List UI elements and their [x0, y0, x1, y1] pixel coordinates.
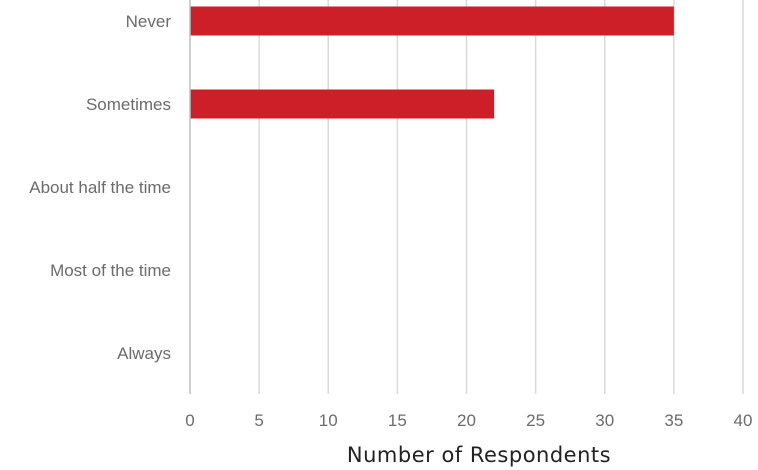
x-tick-label-20: 20 [457, 411, 476, 430]
x-axis-title: Number of Respondents [347, 443, 611, 467]
x-tick-label-0: 0 [185, 411, 194, 430]
x-tick-label-15: 15 [388, 411, 407, 430]
x-tick-label-10: 10 [319, 411, 338, 430]
category-label-about-half-the-time: About half the time [29, 178, 171, 197]
x-tick-label-35: 35 [664, 411, 683, 430]
category-label-always: Always [117, 344, 171, 363]
gridlines [258, 0, 744, 394]
x-tick-label-25: 25 [526, 411, 545, 430]
category-label-never: Never [126, 12, 172, 31]
bar-sometimes [190, 89, 495, 119]
category-label-most-of-the-time: Most of the time [50, 261, 171, 280]
bar-never [190, 6, 674, 36]
y-axis-labels: Never Sometimes About half the time Most of… [29, 12, 171, 363]
x-tick-label-30: 30 [595, 411, 614, 430]
bars [190, 6, 674, 119]
x-tick-label-40: 40 [734, 411, 753, 430]
x-axis-ticks: 0 5 10 15 20 25 30 35 40 [185, 411, 752, 430]
category-label-sometimes: Sometimes [86, 95, 171, 114]
x-tick-label-5: 5 [254, 411, 263, 430]
